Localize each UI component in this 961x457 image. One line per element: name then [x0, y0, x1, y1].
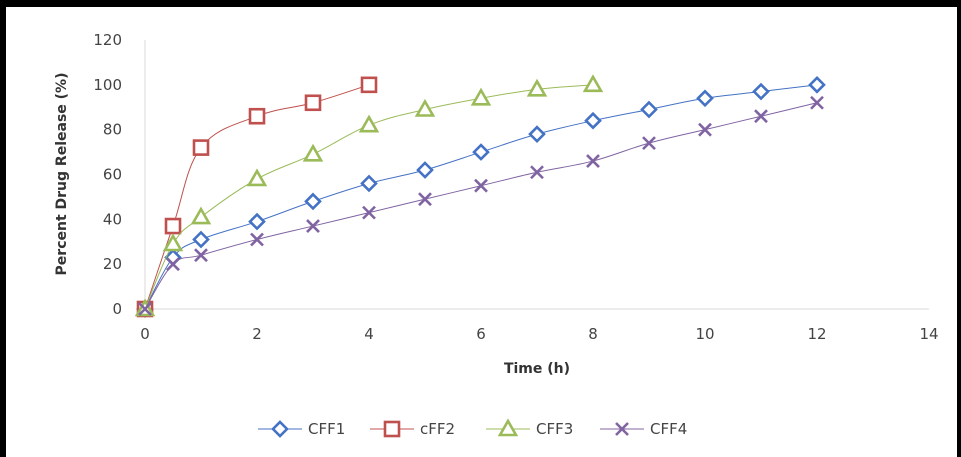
- legend-item: CFF4: [600, 420, 687, 438]
- data-point-diamond: [528, 125, 546, 143]
- y-axis-title: Percent Drug Release (%): [54, 73, 70, 276]
- legend-marker-triangle: [497, 418, 519, 437]
- data-point-triangle: [302, 143, 324, 162]
- series-cff1: [136, 75, 826, 318]
- legend-label: CFF3: [536, 420, 573, 438]
- legend-label: CFF1: [308, 420, 345, 438]
- data-point-diamond: [248, 212, 266, 231]
- data-point-x: [698, 122, 712, 137]
- x-tick-label: 8: [588, 325, 598, 343]
- tick-labels: 0 2 4 6 8 10 12 14 0 20 40 60 80 100 120: [93, 31, 938, 343]
- data-point-diamond: [808, 75, 826, 94]
- data-point-diamond: [416, 161, 434, 179]
- data-point-square: [248, 107, 266, 125]
- data-point-x: [250, 232, 264, 247]
- data-point-triangle: [470, 87, 492, 106]
- data-point-diamond: [472, 143, 490, 161]
- y-tick-label: 0: [112, 300, 122, 318]
- legend-label: cFF2: [420, 420, 455, 438]
- data-point-square: [304, 94, 322, 112]
- data-point-x: [166, 257, 180, 272]
- x-tick-label: 10: [695, 325, 714, 343]
- series-cff2: [136, 76, 378, 318]
- data-point-triangle: [582, 74, 604, 93]
- data-point-x: [810, 95, 824, 110]
- y-tick-label: 120: [93, 31, 122, 49]
- legend-item: cFF2: [370, 420, 455, 438]
- series-cff4: [138, 95, 824, 316]
- y-tick-label: 20: [103, 255, 122, 273]
- data-point-triangle: [414, 98, 436, 117]
- data-point-triangle: [526, 78, 548, 97]
- data-point-diamond: [192, 230, 210, 249]
- data-point-diamond: [360, 174, 378, 193]
- legend-item: CFF1: [258, 420, 345, 438]
- data-point-x: [418, 192, 432, 207]
- data-point-square: [360, 76, 378, 94]
- data-point-triangle: [190, 206, 212, 225]
- data-point-x: [194, 248, 208, 263]
- legend-marker-square: [383, 420, 401, 438]
- data-point-triangle: [246, 168, 268, 187]
- series-line: [144, 84, 594, 310]
- data-point-x: [586, 154, 600, 168]
- legend-marker-diamond: [271, 420, 289, 438]
- x-tick-label: 12: [807, 325, 826, 343]
- x-tick-label: 4: [364, 325, 374, 343]
- series-line: [144, 102, 818, 310]
- x-axis-title: Time (h): [504, 361, 570, 377]
- data-point-x: [642, 136, 656, 151]
- data-point-x: [362, 205, 376, 220]
- x-tick-label: 0: [140, 325, 150, 343]
- data-point-x: [754, 109, 768, 124]
- data-point-square: [164, 217, 182, 235]
- data-point-x: [530, 165, 544, 180]
- series-line: [144, 84, 818, 310]
- y-tick-label: 80: [103, 121, 122, 139]
- data-point-square: [192, 139, 210, 156]
- data-point-x: [474, 178, 488, 193]
- data-point-x: [138, 302, 152, 316]
- series-cff3: [134, 74, 604, 317]
- legend-marker-x: [615, 422, 629, 436]
- y-tick-label: 100: [93, 76, 122, 94]
- data-point-diamond: [304, 192, 322, 211]
- x-tick-label: 2: [252, 325, 262, 343]
- x-tick-label: 6: [476, 325, 486, 343]
- data-point-x: [306, 219, 320, 233]
- x-tick-label: 14: [919, 325, 938, 343]
- data-point-diamond: [696, 89, 714, 108]
- legend: CFF1 cFF2 CFF3 CFF4: [258, 418, 687, 438]
- y-tick-label: 60: [103, 166, 122, 184]
- data-point-diamond: [640, 100, 658, 119]
- data-point-diamond: [584, 111, 602, 130]
- y-tick-label: 40: [103, 210, 122, 228]
- series: [134, 74, 826, 318]
- legend-label: CFF4: [650, 420, 687, 438]
- data-point-triangle: [358, 114, 380, 133]
- legend-item: CFF3: [486, 418, 573, 438]
- axes: [144, 40, 929, 310]
- data-point-triangle: [162, 233, 184, 252]
- data-point-diamond: [752, 82, 770, 101]
